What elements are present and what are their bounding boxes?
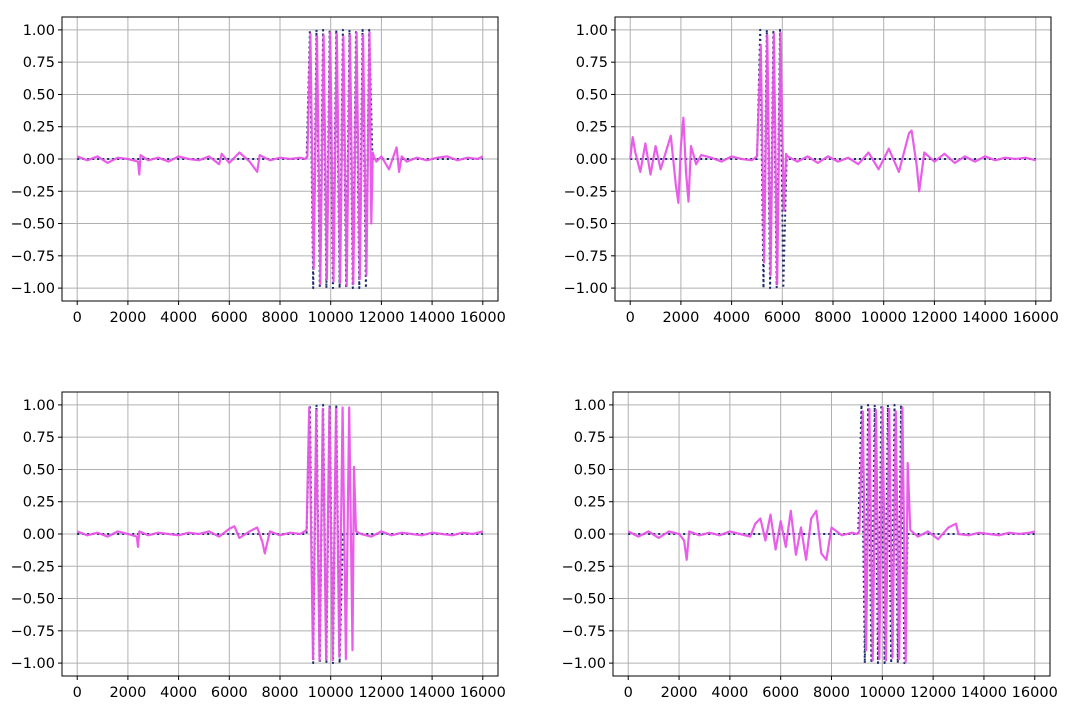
signal-series-line: [629, 31, 1037, 286]
x-tick-label: 10000: [308, 685, 354, 701]
x-tick-label: 2000: [662, 310, 699, 326]
x-tick-label: 8000: [262, 685, 299, 701]
y-tick-label: 1.00: [23, 23, 55, 39]
y-tick-label: 0.75: [574, 430, 606, 446]
y-tick-label: 0.50: [23, 87, 55, 103]
x-tick-label: 0: [73, 310, 82, 326]
x-tick-label: 8000: [815, 310, 852, 326]
y-tick-label: 1.00: [23, 398, 55, 414]
x-tick-label: 2000: [109, 685, 146, 701]
y-tick-label: 0.00: [23, 152, 55, 168]
x-tick-label: 12000: [358, 685, 404, 701]
y-tick-label: 1.00: [574, 398, 606, 414]
y-tick-label: −0.50: [562, 592, 606, 608]
y-tick-label: −0.50: [11, 217, 55, 233]
plot-panel-top-left: 0 2000 4000 6000 8000 10000 12000 14000 16000 1.0…: [11, 16, 506, 326]
x-tick-label: 8000: [813, 685, 850, 701]
y-tick-label: −0.25: [11, 559, 55, 575]
y-tick-label: 0.50: [576, 87, 608, 103]
y-tick-label: −0.50: [564, 217, 608, 233]
y-tick-label: −1.00: [11, 281, 55, 297]
x-tick-label: 4000: [711, 685, 748, 701]
x-tick-label: 4000: [160, 685, 197, 701]
y-tick-label: −0.75: [11, 624, 55, 640]
x-tick-label: 4000: [713, 310, 750, 326]
x-tick-label: 16000: [460, 310, 506, 326]
signal-series-line: [627, 406, 1036, 663]
y-tick-label: 0.75: [23, 430, 55, 446]
y-tick-label: 0.00: [23, 527, 55, 543]
y-tick-label: 0.25: [576, 120, 608, 136]
y-tick-label: 0.50: [574, 462, 606, 478]
y-tick-label: −0.75: [564, 249, 608, 265]
y-tick-label: −0.75: [11, 249, 55, 265]
y-tick-label: −0.50: [11, 592, 55, 608]
y-tick-label: −0.25: [562, 559, 606, 575]
x-tick-label: 14000: [962, 310, 1008, 326]
plot-panel-bottom-left: 0 2000 4000 6000 8000 10000 12000 14000 16000 1.0…: [11, 391, 506, 701]
x-tick-label: 2000: [109, 310, 146, 326]
x-tick-label: 6000: [764, 310, 801, 326]
x-tick-label: 14000: [409, 685, 455, 701]
x-tick-label: 14000: [409, 310, 455, 326]
x-tick-label: 16000: [460, 685, 506, 701]
x-tick-label: 10000: [308, 310, 354, 326]
x-tick-label: 8000: [262, 310, 299, 326]
x-tick-label: 12000: [910, 685, 956, 701]
y-tick-label: −0.75: [562, 624, 606, 640]
x-tick-label: 12000: [358, 310, 404, 326]
x-tick-label: 4000: [160, 310, 197, 326]
signal-series-line: [76, 31, 484, 287]
y-tick-label: 0.00: [574, 527, 606, 543]
x-tick-label: 0: [73, 685, 82, 701]
y-tick-label: −1.00: [11, 656, 55, 672]
y-tick-label: 0.75: [23, 55, 55, 71]
plot-panel-top-right: 0 2000 4000 6000 8000 10000 12000 14000 16000 1.0…: [564, 16, 1059, 326]
y-tick-label: 0.50: [23, 462, 55, 478]
x-tick-label: 0: [626, 310, 635, 326]
y-tick-label: 0.25: [574, 495, 606, 511]
x-tick-label: 14000: [961, 685, 1007, 701]
y-tick-label: 0.75: [576, 55, 608, 71]
x-tick-label: 10000: [861, 310, 907, 326]
x-tick-label: 2000: [661, 685, 698, 701]
x-tick-label: 6000: [211, 685, 248, 701]
y-tick-label: −0.25: [564, 184, 608, 200]
y-tick-label: 0.00: [576, 152, 608, 168]
signal-series-line: [76, 406, 484, 662]
y-tick-label: −1.00: [562, 656, 606, 672]
x-tick-label: 6000: [762, 685, 799, 701]
y-tick-label: −1.00: [564, 281, 608, 297]
y-tick-label: 1.00: [576, 23, 608, 39]
plot-panel-bottom-right: 0 2000 4000 6000 8000 10000 12000 14000 16000 1.0…: [562, 391, 1058, 701]
x-tick-label: 12000: [911, 310, 957, 326]
x-tick-label: 6000: [211, 310, 248, 326]
x-tick-label: 10000: [859, 685, 905, 701]
x-tick-label: 16000: [1013, 310, 1059, 326]
y-tick-label: −0.25: [11, 184, 55, 200]
x-tick-label: 16000: [1012, 685, 1058, 701]
y-tick-label: 0.25: [23, 495, 55, 511]
reference-series-line: [630, 28, 1036, 290]
x-tick-label: 0: [624, 685, 633, 701]
y-tick-label: 0.25: [23, 120, 55, 136]
